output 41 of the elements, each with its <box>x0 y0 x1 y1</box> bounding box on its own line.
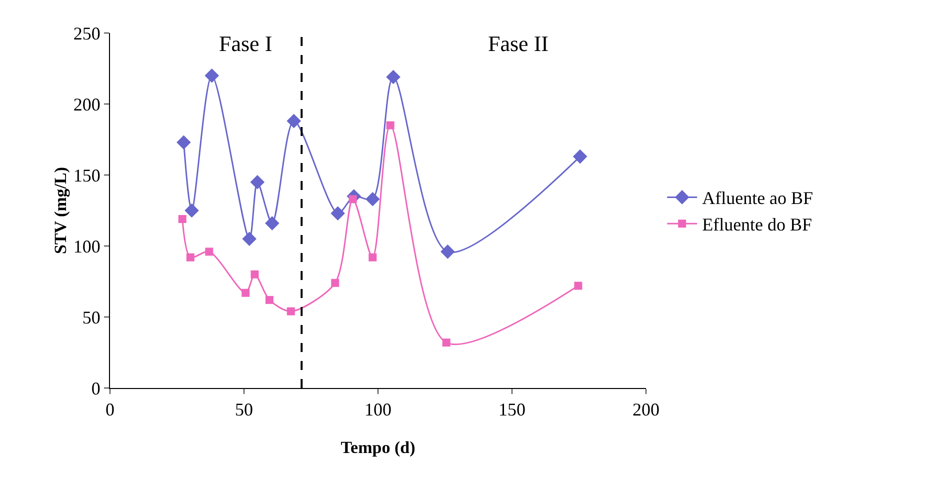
x-tick-label: 0 <box>106 400 114 420</box>
x-tick-label: 100 <box>364 400 392 420</box>
point <box>574 282 582 290</box>
x-tick-label: 200 <box>632 400 660 420</box>
point <box>264 216 280 230</box>
point <box>331 278 340 287</box>
y-tick-label: 50 <box>82 307 100 328</box>
point <box>368 253 377 262</box>
x-tick-label: 150 <box>498 400 526 420</box>
y-tick-label: 250 <box>73 23 100 44</box>
x-axis-title: Tempo (d) <box>340 438 416 457</box>
point <box>242 288 250 297</box>
point <box>442 338 450 347</box>
point <box>204 68 219 83</box>
point <box>286 114 301 128</box>
point <box>205 248 214 256</box>
annotation: Fase II <box>488 31 548 56</box>
y-axis-title: STV (mg/L) <box>51 166 70 254</box>
point <box>250 174 265 190</box>
point <box>186 253 194 262</box>
point <box>178 215 186 224</box>
point <box>176 135 191 150</box>
y-tick-label: 100 <box>73 236 100 256</box>
y-tick-label: 150 <box>73 165 100 186</box>
point <box>265 296 274 304</box>
annotation: Fase I <box>219 31 272 56</box>
point <box>572 149 588 164</box>
x-tick-label: 50 <box>235 400 253 420</box>
point <box>184 203 199 218</box>
point <box>286 307 295 316</box>
y-tick-label: 200 <box>73 94 100 114</box>
legend-label: Efluente do BF <box>702 214 812 235</box>
point <box>386 70 400 84</box>
y-tick-label: 0 <box>91 378 100 398</box>
point <box>330 206 345 220</box>
point <box>365 192 380 206</box>
point <box>386 121 394 130</box>
legend-label: Afluente ao BF <box>702 188 814 208</box>
point <box>250 270 259 278</box>
point <box>440 244 455 259</box>
point <box>242 232 257 246</box>
